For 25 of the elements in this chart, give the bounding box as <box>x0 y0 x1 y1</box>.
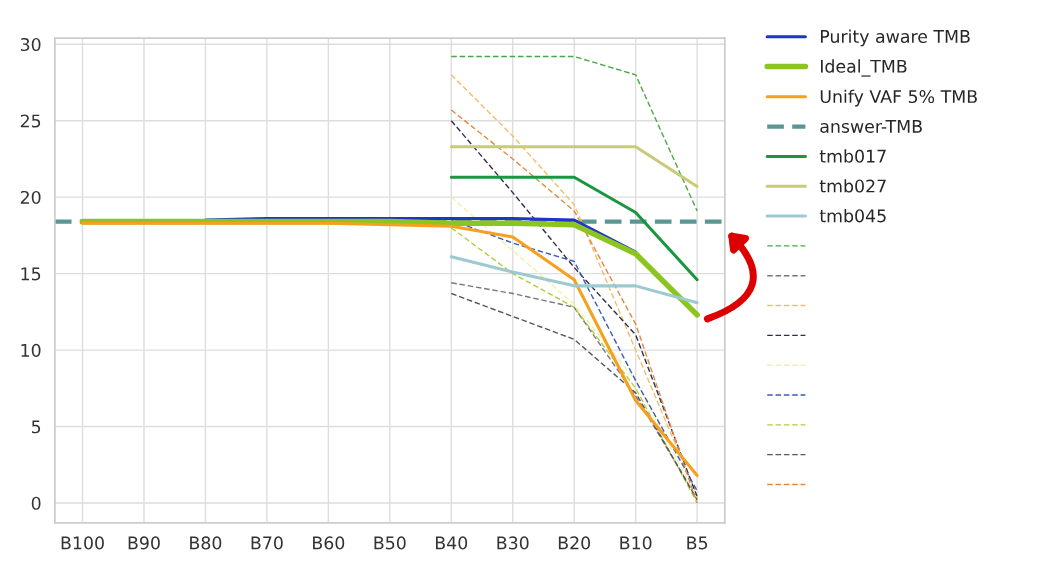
legend-label: tmb027 <box>819 179 886 193</box>
y-tick-label: 20 <box>20 190 41 205</box>
x-tick-label: B100 <box>61 536 104 550</box>
y-tick-label: 5 <box>31 420 41 434</box>
y-tick-label: 30 <box>20 37 41 52</box>
legend-label: tmb045 <box>819 208 886 223</box>
y-tick-label: 25 <box>20 114 41 128</box>
x-tick-label: B5 <box>687 536 708 550</box>
x-tick-label: B10 <box>620 536 652 550</box>
x-tick-label: B50 <box>374 536 406 550</box>
x-tick-label: B90 <box>128 536 160 550</box>
legend-label: tmb017 <box>819 149 886 163</box>
legend-label: Unify VAF 5% TMB <box>820 89 977 107</box>
x-tick-label: B20 <box>558 536 591 550</box>
legend-label: Purity aware TMB <box>820 29 970 47</box>
x-tick-label: B80 <box>190 536 222 550</box>
x-tick-label: B60 <box>313 536 345 550</box>
x-tick-label: B30 <box>497 536 529 550</box>
x-tick-label: B70 <box>251 536 283 550</box>
y-tick-label: 15 <box>21 267 41 281</box>
y-tick-label: 10 <box>21 343 41 357</box>
legend-label: Ideal_TMB <box>820 59 907 77</box>
x-tick-label: B40 <box>435 536 468 550</box>
y-tick-label: 0 <box>31 496 41 510</box>
legend-label: answer-TMB <box>820 120 922 133</box>
